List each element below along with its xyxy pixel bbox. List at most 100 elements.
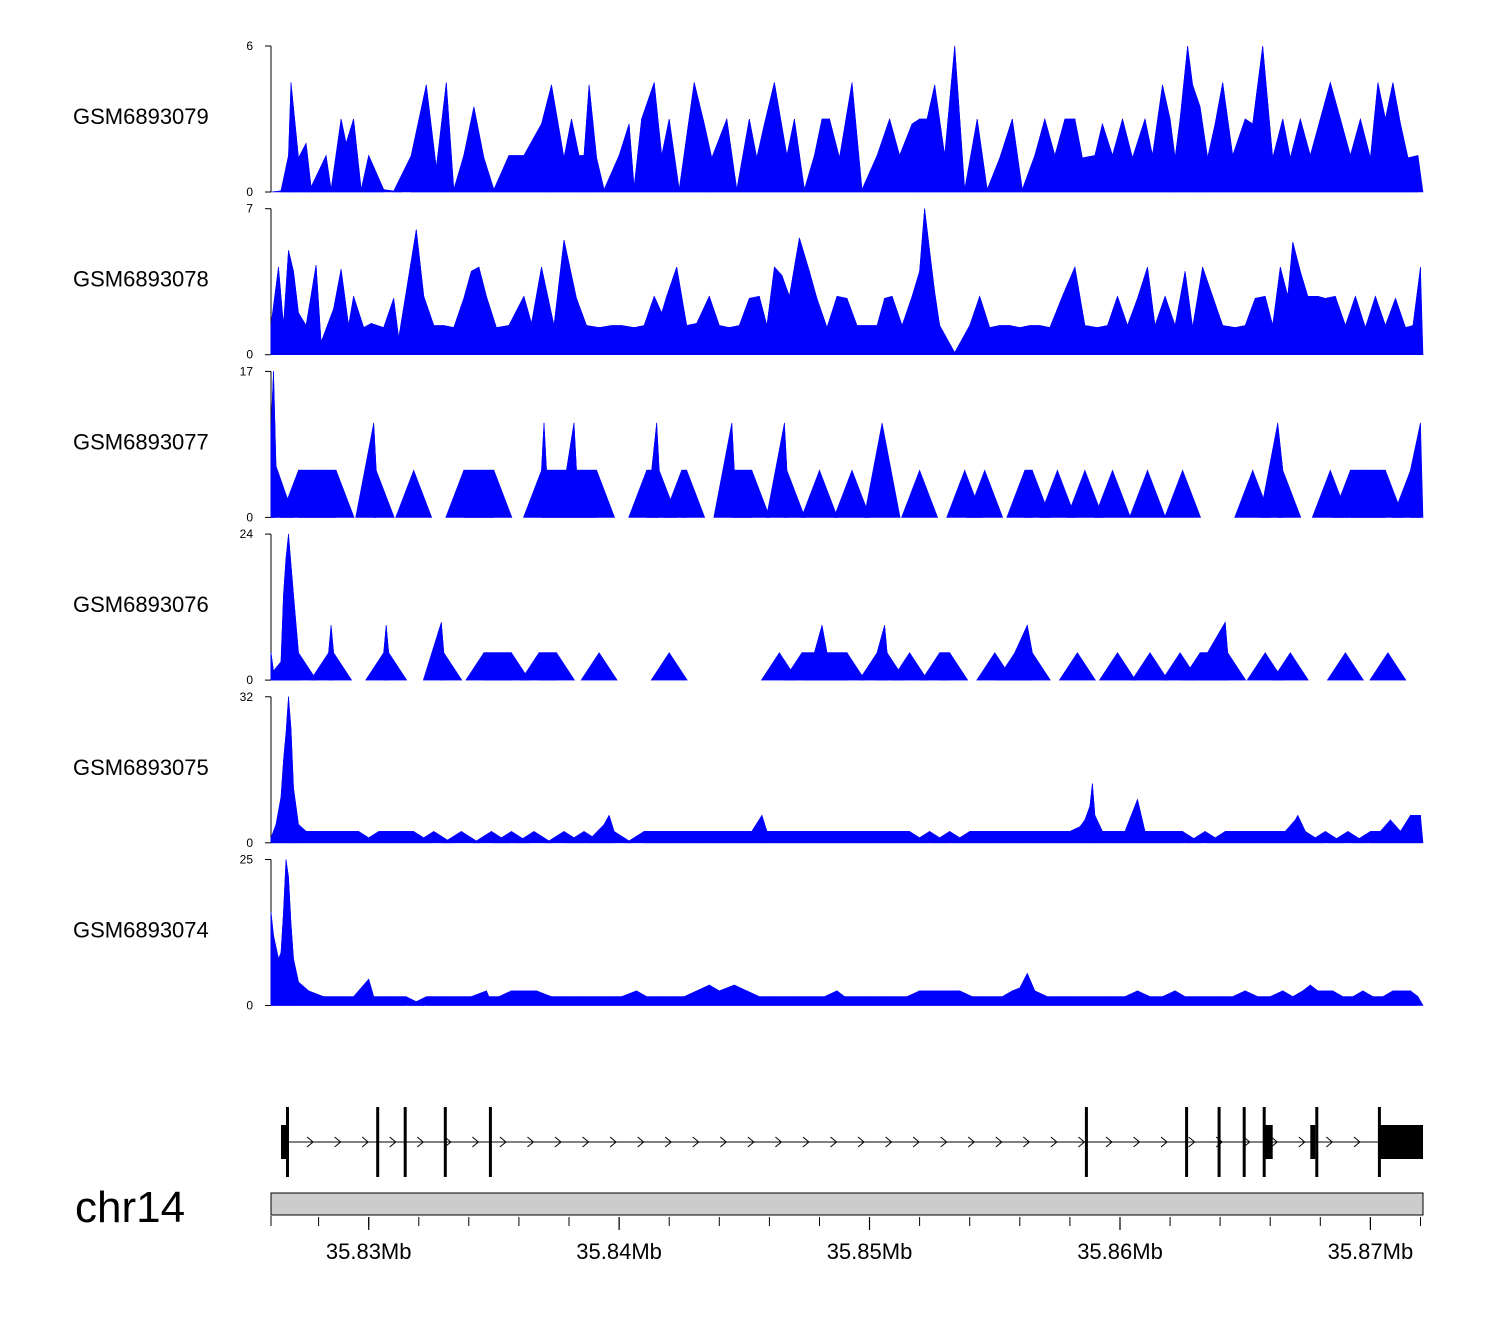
signal-peak — [591, 469, 616, 518]
genome-axis-label: 35.83Mb — [326, 1239, 412, 1264]
gene-utr-block — [1265, 1125, 1273, 1159]
strand-arrow — [1160, 1136, 1168, 1148]
signal-peak — [784, 422, 806, 518]
strand-arrow — [940, 1136, 948, 1148]
signal-peak — [939, 652, 969, 681]
signal-peak — [310, 625, 332, 681]
signal-peak — [1027, 625, 1051, 681]
signal-peak — [1410, 422, 1424, 518]
gene-exon-block — [376, 1107, 380, 1177]
gene-utr-block — [1310, 1125, 1316, 1159]
signal-peak — [766, 422, 788, 518]
signal-peak — [1367, 469, 1404, 518]
genome-axis-label: 35.85Mb — [827, 1239, 913, 1264]
signal-peak — [368, 155, 402, 193]
signal-peak — [1164, 469, 1202, 518]
strand-arrow — [444, 1136, 452, 1148]
signal-peak — [293, 594, 318, 681]
strand-arrow — [885, 1136, 893, 1148]
track-label: GSM6893074 — [73, 918, 209, 943]
signal-peak — [681, 469, 706, 518]
signal-peak — [365, 625, 387, 681]
signal-peak — [713, 422, 735, 518]
signal-peak — [514, 831, 554, 844]
signal-peak — [1369, 652, 1407, 681]
signal-peak — [1277, 422, 1302, 518]
gene-exon-block — [1217, 1107, 1221, 1177]
strand-arrow — [609, 1136, 617, 1148]
signal-peak — [743, 469, 771, 518]
track-y-max-label: 17 — [240, 364, 254, 378]
track-y-max-label: 6 — [246, 39, 253, 53]
gene-exon-block — [443, 1107, 447, 1177]
strand-arrow — [775, 1136, 783, 1148]
gene-exon-block — [1377, 1107, 1381, 1177]
strand-arrow — [306, 1136, 314, 1148]
signal-peak — [1207, 621, 1228, 681]
signal-peak — [1098, 652, 1137, 681]
signal-peak — [355, 422, 377, 518]
track-label: GSM6893077 — [73, 429, 209, 454]
gene-exon-block — [1262, 1107, 1266, 1177]
gene-exon-block — [488, 1107, 492, 1177]
gene-exon-block — [1185, 1107, 1189, 1177]
signal-peak — [901, 469, 939, 518]
track-label: GSM6893078 — [73, 267, 209, 292]
signal-peak — [546, 652, 576, 681]
track-y-min-label: 0 — [246, 348, 253, 362]
strand-arrow — [499, 1136, 507, 1148]
track-label: GSM6893076 — [73, 592, 209, 617]
signal-peak — [325, 469, 355, 518]
genome-axis-label: 35.86Mb — [1077, 1239, 1163, 1264]
strand-arrow — [1133, 1136, 1141, 1148]
strand-arrow — [389, 1136, 397, 1148]
strand-arrow — [1105, 1136, 1113, 1148]
signal-peak — [608, 815, 634, 844]
signal-peak — [650, 652, 688, 681]
strand-arrow — [747, 1136, 755, 1148]
signal-peak — [891, 652, 929, 681]
signal-peak — [422, 622, 445, 681]
track-y-max-label: 32 — [240, 690, 254, 704]
strand-arrow — [637, 1136, 645, 1148]
strand-arrow — [1050, 1136, 1058, 1148]
gene-exon-block — [1242, 1107, 1246, 1177]
signal-peak — [1326, 652, 1364, 681]
strand-arrow — [1353, 1136, 1361, 1148]
gene-utr-block — [281, 1125, 286, 1159]
strand-arrow — [582, 1136, 590, 1148]
signal-peak — [1410, 990, 1424, 1006]
strand-arrow — [1270, 1136, 1279, 1148]
strand-arrow — [416, 1136, 425, 1148]
signal-peak — [442, 831, 481, 844]
track-label: GSM6893079 — [73, 104, 209, 129]
strand-arrow — [1188, 1136, 1196, 1148]
strand-arrow — [1078, 1136, 1086, 1148]
strand-arrow — [554, 1136, 562, 1148]
genome-axis-label: 35.84Mb — [576, 1239, 662, 1264]
strand-arrow — [719, 1136, 728, 1148]
chromosome-label: chr14 — [75, 1183, 185, 1232]
signal-peak — [440, 622, 463, 681]
gene-exon-block — [1315, 1107, 1319, 1177]
strand-arrow — [472, 1136, 480, 1148]
signal-peak — [1407, 155, 1424, 193]
strand-arrow — [802, 1136, 810, 1148]
gene-utr-block — [1380, 1125, 1423, 1159]
signal-peak — [395, 469, 433, 518]
track-y-min-label: 0 — [246, 185, 253, 199]
signal-peak — [1129, 469, 1166, 518]
signal-peak — [1246, 652, 1284, 681]
signal-peak — [831, 652, 866, 681]
signal-peak — [1066, 469, 1104, 518]
strand-arrow — [361, 1136, 369, 1148]
chromosome-ideogram — [270, 1192, 1424, 1216]
genome-axis-label: 35.87Mb — [1328, 1239, 1414, 1264]
signal-peak — [523, 422, 545, 518]
strand-arrow — [1022, 1136, 1031, 1148]
signal-peak — [833, 469, 871, 518]
track-y-min-label: 0 — [246, 510, 253, 524]
track-label: GSM6893075 — [73, 755, 209, 780]
track-y-min-label: 0 — [246, 836, 253, 850]
